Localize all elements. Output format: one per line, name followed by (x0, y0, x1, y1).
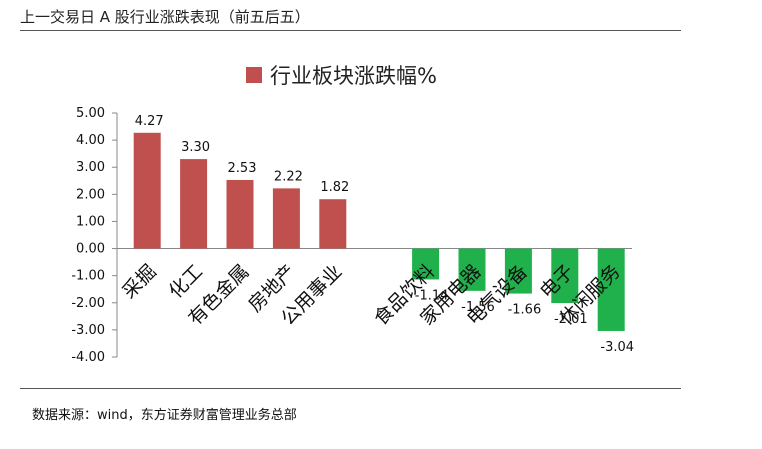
data-label: 4.27 (135, 114, 164, 129)
y-axis: 5.00 4.00 3.00 2.00 1.00 0.00 -1.00 -2.00 -3.00 -… (71, 106, 118, 365)
data-label: 2.53 (228, 161, 257, 176)
legend-label: 行业板块涨跌幅% (270, 64, 437, 88)
bar (180, 159, 208, 249)
bar (272, 188, 300, 249)
bar (458, 248, 486, 291)
y-tick-label: 4.00 (76, 133, 105, 148)
data-label: -3.04 (600, 340, 634, 355)
data-label: -1.14 (415, 288, 449, 303)
data-label: -1.56 (461, 300, 495, 315)
y-tick-label: -4.00 (71, 350, 105, 365)
bar (319, 199, 347, 249)
data-label: 3.30 (181, 140, 210, 155)
category-label: 采掘 (118, 261, 160, 303)
bar (412, 248, 440, 280)
bar (551, 248, 579, 304)
bottom-divider (20, 388, 681, 389)
data-label: -1.66 (508, 303, 542, 318)
source-note: 数据来源：wind，东方证券财富管理业务总部 (32, 408, 297, 423)
y-tick-label: 2.00 (76, 187, 105, 202)
y-tick-label: -1.00 (71, 269, 105, 284)
page-title: 上一交易日 A 股行业涨跌表现（前五后五） (20, 8, 310, 26)
bar-series (133, 132, 625, 331)
y-tick-label: 5.00 (76, 106, 105, 121)
bar (226, 179, 254, 249)
data-label: 2.22 (274, 169, 303, 184)
legend-swatch (246, 67, 262, 83)
y-tick-label: 3.00 (76, 160, 105, 175)
y-tick-label: 0.00 (76, 242, 105, 257)
y-tick-label: -2.00 (71, 296, 105, 311)
bar (597, 248, 625, 331)
data-label: 1.82 (320, 180, 349, 195)
data-labels: 4.27 3.30 2.53 2.22 1.82 -1.14 -1.56 -1.66 -2.01… (135, 114, 634, 355)
bar (133, 132, 161, 249)
top-divider (20, 30, 681, 31)
y-tick-label: 1.00 (76, 214, 105, 229)
bar (504, 248, 532, 294)
data-label: -2.01 (554, 312, 588, 327)
y-tick-label: -3.00 (71, 323, 105, 338)
chart-legend: 行业板块涨跌幅% (246, 64, 437, 88)
